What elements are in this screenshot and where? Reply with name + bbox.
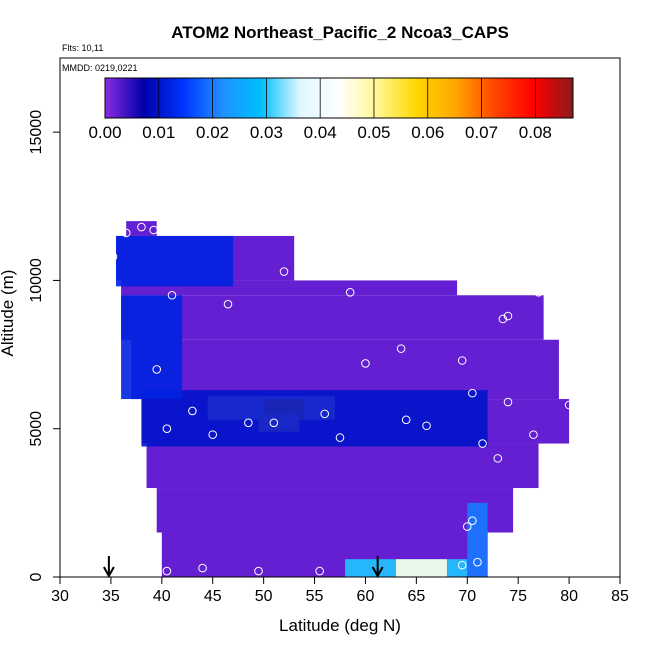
observation-point [121, 228, 131, 238]
observation-point [498, 314, 508, 324]
observation-point [208, 430, 218, 439]
dates-label: MMDD: 0219,0221 [62, 63, 138, 73]
x-tick-label: 85 [611, 588, 629, 605]
colorbar-tick-label: 0.08 [519, 123, 552, 142]
x-tick-label: 30 [51, 588, 69, 605]
x-tick-label: 35 [102, 588, 120, 605]
observation-point [503, 311, 513, 321]
heatmap-feature-cell [116, 235, 234, 287]
flight-arrow-head [371, 566, 384, 579]
y-axis: 0 5000 10000 15000 [28, 110, 60, 581]
x-axis-label: Latitude (deg N) [279, 616, 401, 635]
heatmap-background-cell [146, 443, 539, 489]
observation-point [223, 299, 233, 309]
colorbar-tick-label: 0.06 [411, 123, 444, 142]
y-tick-label: 10000 [28, 258, 45, 303]
observation-point [188, 406, 197, 416]
observation-point [473, 557, 482, 567]
heatmap-background-cell [121, 295, 544, 340]
y-tick-label: 15000 [28, 110, 45, 155]
observation-point [335, 433, 345, 442]
observation-point [149, 225, 158, 235]
observation-point [152, 365, 162, 374]
observation-point [167, 290, 177, 300]
observation-points [108, 222, 574, 576]
observation-point [345, 287, 355, 297]
x-tick-label: 65 [407, 588, 425, 605]
observation-point [162, 424, 172, 434]
x-tick-label: 70 [458, 588, 476, 605]
observation-point [137, 222, 146, 232]
colorbar-bar [104, 77, 574, 119]
heatmap-background-cell [156, 488, 514, 533]
heatmap-background-cell [131, 339, 559, 400]
colorbar-tick-label: 0.02 [196, 123, 229, 142]
observation-point [503, 276, 513, 285]
heatmap-area [116, 221, 570, 577]
heatmap-background-cell [126, 221, 157, 236]
observation-point [279, 267, 289, 276]
colorbar-ticks: 0.00 0.01 0.02 0.03 0.04 0.05 0.06 0.07 0.08 [88, 78, 552, 142]
x-tick-label: 50 [255, 588, 273, 605]
observation-point [108, 252, 118, 262]
colorbar-tick-label: 0.03 [250, 123, 283, 142]
observation-point [478, 439, 487, 448]
observation-point [162, 566, 172, 576]
observation-point [269, 418, 279, 428]
observation-point [396, 344, 406, 353]
x-tick-label: 60 [357, 588, 375, 605]
y-axis-label: Altitude (m) [0, 270, 17, 357]
flight-arrows [102, 556, 384, 579]
flight-arrow-head [102, 566, 115, 579]
heatmap-feature-cell [141, 390, 488, 447]
observation-point [361, 359, 370, 368]
x-tick-label: 45 [204, 588, 222, 605]
observation-point [457, 560, 467, 570]
observation-point [457, 356, 467, 365]
y-tick-label: 5000 [28, 411, 45, 447]
observation-point [529, 430, 538, 439]
observation-point [315, 566, 324, 576]
observation-point [534, 287, 543, 297]
observation-point [468, 388, 477, 398]
colorbar-tick-label: 0.00 [88, 123, 121, 142]
heatmap-feature-cell [396, 559, 447, 577]
y-tick-label: 0 [28, 572, 45, 581]
observation-point [320, 409, 330, 419]
x-tick-label: 75 [509, 588, 527, 605]
observation-point [493, 454, 503, 463]
colorbar-tick-label: 0.05 [357, 123, 390, 142]
flights-label: Flts: 10,11 [62, 43, 103, 53]
observation-point [462, 522, 472, 531]
x-tick-label: 55 [306, 588, 324, 605]
observation-point [544, 287, 554, 297]
chart-title: ATOM2 Northeast_Pacific_2 Ncoa3_CAPS [171, 23, 509, 42]
observation-point [564, 400, 574, 410]
heatmap-feature-cell [467, 502, 488, 577]
x-tick-label: 80 [560, 588, 578, 605]
observation-point [422, 421, 431, 431]
colorbar-tick-label: 0.07 [465, 123, 498, 142]
colorbar: 0.00 0.01 0.02 0.03 0.04 0.05 0.06 0.07 0.08 [88, 77, 574, 142]
x-tick-label: 40 [153, 588, 171, 605]
observation-point [254, 566, 263, 576]
plot-frame [59, 57, 621, 578]
x-axis: 30 35 40 45 50 55 60 65 70 75 80 85 [51, 577, 629, 605]
colorbar-tick-label: 0.04 [304, 123, 337, 142]
observation-point [198, 563, 207, 573]
observation-point [442, 255, 452, 264]
colorbar-tick-label: 0.01 [142, 123, 175, 142]
observation-point [244, 418, 253, 428]
observation-point [401, 415, 411, 425]
observation-point [503, 397, 513, 407]
observation-point [468, 516, 477, 525]
heatmap-feature-cell [121, 295, 183, 400]
